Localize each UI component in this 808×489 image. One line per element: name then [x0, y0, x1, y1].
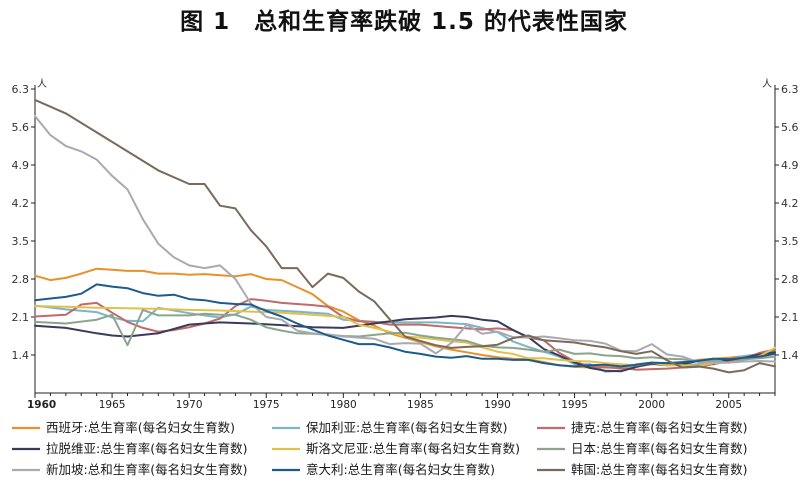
x-tick-label: 1980 — [330, 399, 357, 411]
x-tick-label: 1985 — [407, 399, 434, 411]
y-tick-label-left: 2.8 — [12, 273, 30, 286]
x-tick-label: 2005 — [715, 399, 742, 411]
y-tick-label-right: 2.8 — [781, 273, 799, 286]
y-tick-label-right: 4.9 — [781, 159, 799, 172]
axes-layer: 人 人 1.4 1.4 2.1 2.1 2.8 2.8 3.5 3.5 4.2 4.2 4.9 4.9 5.… — [12, 78, 799, 411]
legend-label: 保加利亚:总生育率(每名妇女生育数) — [306, 420, 507, 435]
series-line-4 — [34, 314, 776, 373]
series-line-9 — [34, 98, 776, 374]
x-tick-label: 1990 — [484, 399, 511, 411]
x-tick-label: 1970 — [176, 399, 203, 411]
legend-label: 新加坡:总和生育率(每名妇女生育数) — [46, 462, 247, 477]
x-tick-label: 1975 — [253, 399, 280, 411]
legend-label: 意大利:总生育率(每名妇女生育数) — [306, 462, 495, 477]
y-tick-label-left: 3.5 — [12, 235, 30, 248]
x-tick-label: 1995 — [561, 399, 588, 411]
legend-label: 日本:总生育率(每名妇女生育数) — [571, 441, 747, 456]
y-tick-label-right: 3.5 — [781, 235, 799, 248]
legend: 西班牙:总生育率(每名妇女生育数) 保加利亚:总生育率(每名妇女生育数) 捷克:总生… — [12, 420, 747, 477]
series-line-8 — [34, 283, 776, 368]
y-tick-label-right: 5.6 — [781, 121, 799, 134]
x-tick-label: 1965 — [99, 399, 126, 411]
legend-label: 西班牙:总生育率(每名妇女生育数) — [46, 420, 235, 435]
y-tick-label-left: 2.1 — [12, 311, 30, 324]
y-tick-label-right: 6.3 — [781, 83, 799, 96]
legend-label: 韩国:总生育率(每名妇女生育数) — [571, 462, 747, 477]
legend-label: 斯洛文尼亚:总生育率(每名妇女生育数) — [306, 441, 520, 456]
chart-title: 图 1 总和生育率跌破 1.5 的代表性国家 — [180, 9, 628, 35]
y-tick-label-left: 5.6 — [12, 121, 30, 134]
series-lines-layer — [34, 98, 776, 374]
y-tick-label-left: 1.4 — [12, 349, 30, 362]
x-tick-label: 1960 — [27, 399, 56, 411]
y-tick-label-left: 4.9 — [12, 159, 30, 172]
y-axis-right-unit: 人 — [762, 78, 772, 90]
legend-label: 拉脱维亚:总生育率(每名妇女生育数) — [46, 441, 247, 456]
series-line-6 — [34, 308, 776, 364]
y-tick-label-right: 2.1 — [781, 311, 799, 324]
y-tick-label-left: 4.2 — [12, 197, 30, 210]
series-line-7 — [34, 115, 776, 364]
y-axis-left-unit: 人 — [37, 78, 47, 90]
x-tick-label: 2000 — [638, 399, 665, 411]
y-tick-label-right: 1.4 — [781, 349, 799, 362]
legend-label: 捷克:总生育率(每名妇女生育数) — [571, 420, 747, 435]
y-tick-label-left: 6.3 — [12, 83, 30, 96]
series-line-2 — [34, 304, 776, 373]
y-tick-label-right: 4.2 — [781, 197, 799, 210]
